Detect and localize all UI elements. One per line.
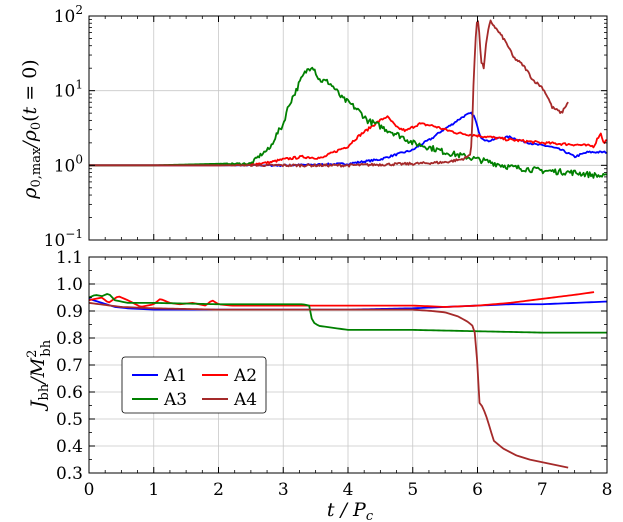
x-tick-label: 7	[537, 480, 548, 500]
legend-label-a1: A1	[163, 366, 187, 386]
bottom-ylabel-sub2: bh	[39, 339, 54, 356]
bottom-series-a4	[88, 302, 569, 469]
legend-label-a3: A3	[163, 390, 187, 410]
x-tick-label: 4	[343, 480, 354, 500]
bottom-ticks: 0 1 2 3 4 5 6 7 8 0.3 0.4 0.5 0.6 0.7 0.8 0.9 1.0 1.1	[56, 248, 612, 500]
top-y-axis-label: ρ0,max/ρ0(t = 0)	[19, 59, 44, 199]
y-tick-label: 0.3	[56, 464, 83, 484]
y-tick-base: 10	[54, 7, 76, 27]
y-tick-exp: 2	[75, 3, 83, 17]
y-tick-base: 10	[54, 82, 76, 102]
bottom-panel: 0 1 2 3 4 5 6 7 8 0.3 0.4 0.5 0.6 0.7 0.8 0.9 1.0 1.1 Jbh…	[25, 248, 612, 500]
top-series-a4	[89, 19, 569, 168]
bottom-ylabel-J: J	[27, 399, 49, 412]
bottom-y-axis-label: Jbh/M2bh	[25, 339, 54, 412]
bottom-ylabel-sup: 2	[25, 350, 40, 358]
top-ylabel-t: t	[19, 106, 41, 114]
bottom-series-a3	[88, 293, 607, 334]
x-axis-label-main: t / P	[327, 499, 367, 521]
bottom-grid	[89, 257, 607, 473]
y-tick-base: 10	[44, 231, 66, 251]
top-ylabel-rest: /ρ	[19, 129, 41, 149]
y-tick-label: 10−1	[44, 227, 83, 251]
y-tick-label: 101	[54, 78, 83, 102]
y-tick-label: 100	[54, 152, 83, 176]
legend-label-a2: A2	[233, 366, 257, 386]
top-ylabel-sub2: 0	[29, 122, 44, 130]
bottom-ylabel-slash: /M	[27, 357, 49, 385]
y-tick-label: 0.4	[56, 437, 83, 457]
top-ylabel-sub: 0,max	[29, 147, 44, 187]
x-tick-label: 6	[472, 480, 483, 500]
x-tick-label: 8	[602, 480, 613, 500]
x-tick-label: 1	[148, 480, 159, 500]
x-axis-label-sub: c	[366, 509, 374, 522]
x-tick-label: 2	[213, 480, 224, 500]
y-tick-label: 0.7	[56, 356, 83, 376]
legend-label-a4: A4	[233, 390, 257, 410]
legend: A1 A2 A3 A4	[121, 356, 267, 414]
top-ylabel-eq: = 0)	[19, 59, 41, 107]
y-tick-label: 1.1	[56, 248, 83, 268]
y-tick-exp: 0	[75, 152, 83, 166]
y-tick-label: 0.9	[56, 302, 83, 322]
x-tick-label: 3	[278, 480, 289, 500]
y-tick-label: 102	[54, 3, 83, 27]
y-tick-label: 0.6	[56, 383, 83, 403]
top-grid	[89, 16, 607, 240]
y-tick-exp: 1	[75, 78, 83, 92]
x-tick-label: 5	[407, 480, 418, 500]
top-series	[89, 19, 608, 179]
y-tick-exp: −1	[65, 227, 83, 241]
y-tick-label: 0.8	[56, 329, 83, 349]
y-tick-base: 10	[54, 156, 76, 176]
bottom-ylabel-sub: bh	[37, 383, 52, 400]
x-tick-label: 0	[84, 480, 95, 500]
bottom-series	[88, 291, 608, 469]
top-ylabel-arg: (	[19, 114, 41, 121]
y-tick-label: 0.5	[56, 410, 83, 430]
top-ylabel-rho: ρ	[19, 187, 41, 200]
y-tick-label: 1.0	[56, 275, 83, 295]
x-axis-label: t / Pc	[327, 499, 374, 522]
